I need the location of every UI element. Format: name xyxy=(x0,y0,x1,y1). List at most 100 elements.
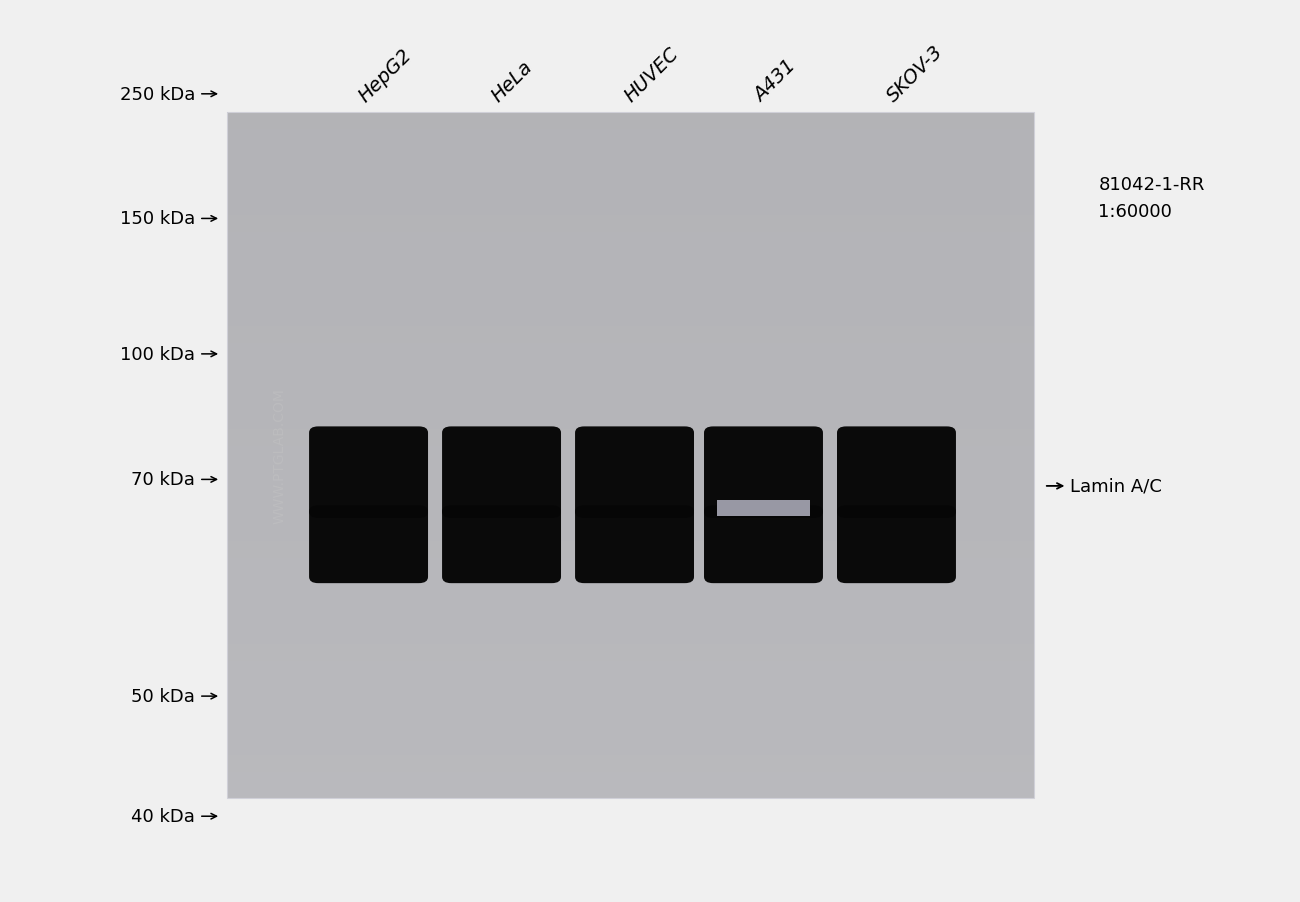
Bar xyxy=(227,747,1034,756)
Bar xyxy=(227,490,1034,498)
Bar xyxy=(227,584,1034,593)
FancyBboxPatch shape xyxy=(309,506,428,584)
Bar xyxy=(227,190,1034,198)
Bar xyxy=(227,387,1034,395)
Bar xyxy=(227,396,1034,404)
Bar xyxy=(227,722,1034,730)
Bar xyxy=(227,258,1034,267)
Bar xyxy=(227,430,1034,438)
Text: HeLa: HeLa xyxy=(488,57,537,106)
Bar xyxy=(227,207,1034,216)
Bar xyxy=(227,704,1034,713)
Bar xyxy=(227,730,1034,738)
Bar xyxy=(227,250,1034,258)
Text: 70 kDa: 70 kDa xyxy=(131,471,195,489)
Bar xyxy=(227,610,1034,619)
Bar xyxy=(718,501,810,517)
Bar xyxy=(227,216,1034,224)
Bar xyxy=(227,790,1034,798)
Bar xyxy=(227,498,1034,507)
Bar xyxy=(227,130,1034,138)
Bar xyxy=(227,532,1034,541)
Bar xyxy=(227,155,1034,164)
Text: 250 kDa: 250 kDa xyxy=(120,86,195,104)
FancyBboxPatch shape xyxy=(705,427,823,519)
Bar xyxy=(227,113,1034,121)
Bar xyxy=(227,138,1034,147)
Bar xyxy=(227,661,1034,669)
Bar xyxy=(227,276,1034,284)
Text: A431: A431 xyxy=(750,57,800,106)
Bar xyxy=(227,669,1034,678)
FancyBboxPatch shape xyxy=(442,506,562,584)
Bar xyxy=(227,558,1034,567)
Bar xyxy=(227,695,1034,704)
Bar xyxy=(227,515,1034,524)
Bar xyxy=(227,404,1034,413)
FancyBboxPatch shape xyxy=(442,427,562,519)
Bar xyxy=(227,113,1034,798)
Bar xyxy=(227,772,1034,781)
Bar xyxy=(227,593,1034,602)
Bar xyxy=(227,147,1034,155)
Bar xyxy=(227,678,1034,687)
FancyBboxPatch shape xyxy=(705,506,823,584)
Bar xyxy=(227,353,1034,361)
Bar xyxy=(227,370,1034,379)
Bar xyxy=(227,198,1034,207)
Text: 150 kDa: 150 kDa xyxy=(120,210,195,228)
Bar xyxy=(227,336,1034,345)
Bar xyxy=(227,601,1034,610)
Bar xyxy=(227,173,1034,181)
Bar xyxy=(227,550,1034,558)
Bar xyxy=(227,635,1034,644)
Bar xyxy=(227,267,1034,276)
Bar xyxy=(227,318,1034,327)
Bar xyxy=(227,781,1034,790)
Text: 81042-1-RR
1:60000: 81042-1-RR 1:60000 xyxy=(1098,176,1205,221)
Bar xyxy=(227,653,1034,661)
Bar xyxy=(227,224,1034,233)
Bar xyxy=(227,327,1034,336)
Bar xyxy=(227,644,1034,653)
Bar xyxy=(227,310,1034,318)
Bar xyxy=(227,301,1034,309)
Bar xyxy=(227,362,1034,370)
Bar xyxy=(227,284,1034,292)
Bar xyxy=(227,447,1034,456)
FancyBboxPatch shape xyxy=(309,427,428,519)
Bar xyxy=(227,482,1034,490)
Bar xyxy=(227,541,1034,550)
FancyBboxPatch shape xyxy=(575,427,694,519)
Bar xyxy=(227,233,1034,241)
Text: HUVEC: HUVEC xyxy=(621,44,682,106)
Text: 40 kDa: 40 kDa xyxy=(131,807,195,825)
Text: Lamin A/C: Lamin A/C xyxy=(1070,477,1162,495)
Text: 50 kDa: 50 kDa xyxy=(131,687,195,705)
Bar xyxy=(227,292,1034,301)
Bar xyxy=(227,122,1034,130)
Bar xyxy=(227,181,1034,190)
Bar xyxy=(227,421,1034,430)
FancyBboxPatch shape xyxy=(837,427,956,519)
Bar xyxy=(227,464,1034,473)
Bar xyxy=(227,566,1034,575)
Bar xyxy=(227,413,1034,421)
Bar xyxy=(227,438,1034,447)
FancyBboxPatch shape xyxy=(837,506,956,584)
Bar xyxy=(227,164,1034,173)
Bar xyxy=(227,619,1034,627)
Bar xyxy=(227,456,1034,464)
Bar xyxy=(227,687,1034,695)
Text: WWW.PTGLAB.COM: WWW.PTGLAB.COM xyxy=(273,388,286,523)
Bar xyxy=(227,507,1034,516)
Bar xyxy=(227,755,1034,764)
Text: 100 kDa: 100 kDa xyxy=(120,345,195,364)
Bar xyxy=(227,738,1034,747)
FancyBboxPatch shape xyxy=(575,506,694,584)
Bar xyxy=(227,764,1034,772)
Text: HepG2: HepG2 xyxy=(355,45,416,106)
Bar xyxy=(227,524,1034,532)
Bar xyxy=(227,344,1034,353)
Bar xyxy=(227,473,1034,482)
